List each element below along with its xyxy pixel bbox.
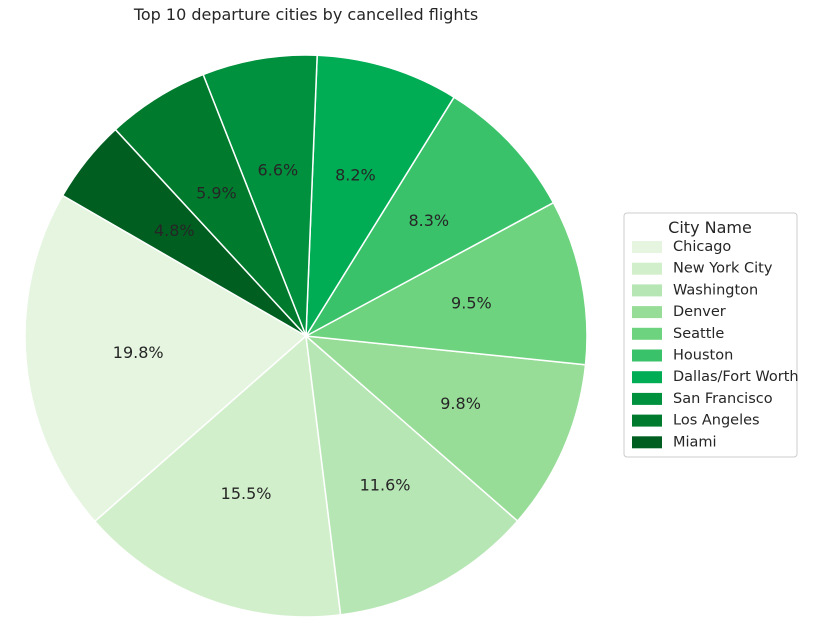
legend-label-denver: Denver	[673, 304, 726, 320]
pct-label-san-francisco: 6.6%	[258, 160, 299, 179]
pie-slice-new-york-city	[93, 334, 342, 618]
pie-percent-labels: 19.8% 15.5% 11.6% 9.8% 9.5% 8.3% 8.2% 6.6% 5.9%4…	[113, 160, 492, 503]
legend-swatch-washington	[632, 284, 662, 297]
legend-label-chicago: Chicago	[673, 239, 731, 255]
legend-swatch-houston	[632, 349, 662, 362]
legend-label-los-angeles: Los Angeles	[673, 413, 760, 429]
pie-slice-san-francisco	[202, 54, 318, 337]
legend-swatch-dallas-fort-worth	[632, 371, 662, 384]
pie-slice-washington	[305, 334, 519, 616]
legend-label-san-francisco: San Francisco	[673, 391, 773, 407]
pie-slice-dallas-fort-worth	[305, 54, 456, 339]
legend-swatch-miami	[632, 436, 662, 449]
pie-slice-seattle	[303, 201, 588, 366]
pct-label-los-angeles: 5.9%	[196, 184, 237, 203]
legend-label-dallas-fort-worth: Dallas/Fort Worth	[673, 369, 799, 385]
legend-label-houston: Houston	[673, 348, 733, 364]
pct-label-houston: 8.3%	[408, 211, 449, 230]
legend-swatch-seattle	[632, 327, 662, 340]
pct-label-seattle: 9.5%	[451, 294, 492, 313]
legend-swatch-new-york-city	[632, 262, 662, 275]
legend-label-miami: Miami	[673, 434, 717, 450]
legend-swatch-chicago	[632, 241, 662, 253]
legend-label-seattle: Seattle	[673, 326, 724, 342]
legend: City Name Chicago New York City Washington…	[623, 212, 799, 458]
pct-label-dallas-fort-worth: 8.2%	[335, 165, 376, 184]
pie-slice-chicago	[24, 194, 308, 523]
pie-slices	[24, 54, 588, 618]
pct-label-chicago: 19.8%	[113, 343, 164, 362]
pct-label-new-york-city: 15.5%	[221, 484, 272, 503]
legend-label-washington: Washington	[673, 282, 758, 298]
legend-title: City Name	[668, 218, 752, 237]
pie-slice-denver	[303, 335, 587, 522]
legend-label-new-york-city: New York City	[673, 261, 773, 277]
legend-swatch-denver	[632, 306, 662, 319]
legend-swatch-los-angeles	[632, 414, 662, 427]
chart-title: Top 10 departure cities by cancelled fli…	[133, 5, 478, 24]
pie-slice-houston	[303, 96, 555, 338]
legend-items: Chicago New York City Washington Denver Seat…	[632, 239, 799, 450]
pct-label-washington: 11.6%	[360, 475, 411, 494]
legend-frame	[623, 212, 798, 458]
pct-label-miami: 4.8%	[154, 221, 195, 240]
pie-slice-miami	[61, 128, 307, 337]
legend-swatch-san-francisco	[632, 392, 662, 405]
pct-label-denver: 9.8%	[440, 394, 481, 413]
